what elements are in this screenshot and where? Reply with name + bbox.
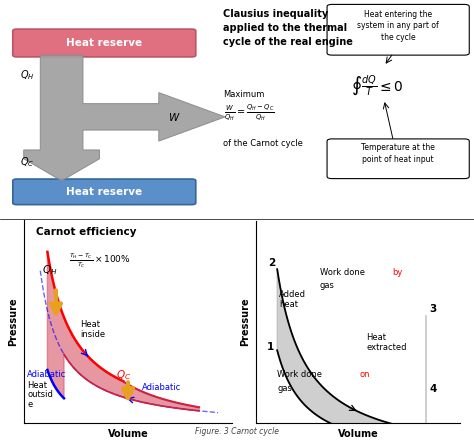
Text: $Q_C$: $Q_C$	[20, 155, 34, 169]
Text: Added
heat: Added heat	[279, 290, 306, 309]
Text: Heat: Heat	[27, 381, 47, 390]
Text: Heat
extracted: Heat extracted	[366, 333, 407, 352]
Y-axis label: Pressure: Pressure	[8, 298, 18, 346]
Text: 4: 4	[429, 384, 437, 394]
Text: outsid: outsid	[27, 390, 53, 399]
X-axis label: Volume: Volume	[108, 429, 148, 439]
Text: gas: gas	[319, 281, 335, 290]
Text: Temperature at the
point of heat input: Temperature at the point of heat input	[361, 143, 435, 164]
FancyBboxPatch shape	[327, 4, 469, 55]
Text: of the Carnot cycle: of the Carnot cycle	[223, 139, 303, 148]
Text: Work done: Work done	[277, 370, 325, 379]
Text: Clausius inequality
applied to the thermal
cycle of the real engine: Clausius inequality applied to the therm…	[223, 9, 353, 47]
Text: Figure. 3 Carnot cycle: Figure. 3 Carnot cycle	[195, 427, 279, 437]
Text: Adiabatic: Adiabatic	[142, 383, 182, 392]
FancyBboxPatch shape	[327, 139, 469, 179]
Text: $\frac{T_H-T_C}{T_C}\times100\%$: $\frac{T_H-T_C}{T_C}\times100\%$	[69, 251, 130, 269]
Text: by: by	[392, 268, 402, 277]
Text: Adiabatic: Adiabatic	[27, 370, 66, 379]
Text: 2: 2	[268, 258, 275, 269]
Text: 3: 3	[429, 304, 437, 314]
X-axis label: Volume: Volume	[337, 429, 378, 439]
Y-axis label: Pressure: Pressure	[240, 298, 250, 346]
Text: Maximum: Maximum	[223, 90, 264, 99]
FancyBboxPatch shape	[13, 29, 196, 57]
Text: Heat
inside: Heat inside	[81, 320, 106, 339]
Text: $Q_H$: $Q_H$	[20, 68, 35, 82]
Text: Heat entering the
system in any part of
the cycle: Heat entering the system in any part of …	[357, 10, 439, 42]
Polygon shape	[277, 269, 426, 441]
Polygon shape	[24, 55, 225, 181]
Text: Carnot efficiency: Carnot efficiency	[36, 227, 136, 237]
Text: Heat reserve: Heat reserve	[66, 38, 142, 48]
Polygon shape	[47, 252, 199, 411]
Text: $\frac{W}{Q_H}=\frac{Q_H-Q_C}{Q_H}$: $\frac{W}{Q_H}=\frac{Q_H-Q_C}{Q_H}$	[224, 103, 274, 123]
Text: $\oint\frac{dQ}{T}\leq 0$: $\oint\frac{dQ}{T}\leq 0$	[351, 74, 403, 98]
Text: e: e	[27, 400, 32, 409]
Text: 1: 1	[266, 342, 274, 352]
Text: $W$: $W$	[168, 111, 181, 123]
Text: $Q_H$: $Q_H$	[42, 263, 57, 277]
Text: gas: gas	[277, 384, 292, 393]
Text: $Q_C$: $Q_C$	[116, 368, 131, 382]
Text: Heat reserve: Heat reserve	[66, 187, 142, 197]
Text: on: on	[360, 370, 371, 379]
Text: Work done: Work done	[319, 268, 367, 277]
FancyBboxPatch shape	[13, 179, 196, 205]
